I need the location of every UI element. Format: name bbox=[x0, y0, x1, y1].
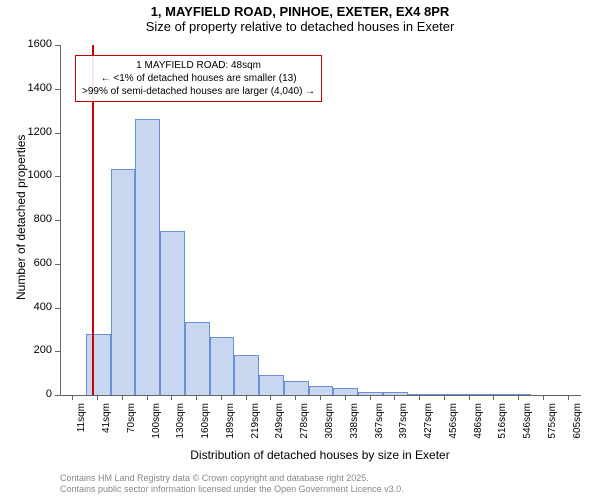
x-tick-mark bbox=[345, 395, 346, 400]
x-tick-mark bbox=[196, 395, 197, 400]
x-tick-mark bbox=[543, 395, 544, 400]
y-tick-label: 200 bbox=[34, 344, 52, 356]
histogram-bar bbox=[160, 231, 185, 395]
x-tick-label: 11sqm bbox=[76, 403, 87, 453]
y-tick-mark bbox=[55, 308, 60, 309]
annotation-line-3: >99% of semi-detached houses are larger … bbox=[82, 85, 315, 98]
y-tick-mark bbox=[55, 176, 60, 177]
histogram-bar bbox=[259, 375, 284, 395]
y-tick-label: 0 bbox=[46, 388, 52, 400]
y-tick-label: 1200 bbox=[28, 126, 52, 138]
histogram-bar bbox=[210, 337, 235, 395]
annotation-box: 1 MAYFIELD ROAD: 48sqm ← <1% of detached… bbox=[75, 55, 322, 102]
y-tick-label: 1000 bbox=[28, 169, 52, 181]
x-tick-mark bbox=[72, 395, 73, 400]
x-tick-mark bbox=[270, 395, 271, 400]
x-tick-mark bbox=[370, 395, 371, 400]
x-tick-mark bbox=[320, 395, 321, 400]
histogram-bar bbox=[457, 394, 482, 395]
x-tick-label: 605sqm bbox=[572, 403, 583, 453]
x-tick-label: 367sqm bbox=[374, 403, 385, 453]
y-tick-mark bbox=[55, 351, 60, 352]
x-tick-mark bbox=[295, 395, 296, 400]
y-tick-label: 800 bbox=[34, 213, 52, 225]
histogram-bar bbox=[309, 386, 334, 395]
histogram-bar bbox=[234, 355, 259, 395]
annotation-line-1: 1 MAYFIELD ROAD: 48sqm bbox=[82, 59, 315, 72]
x-tick-label: 575sqm bbox=[547, 403, 558, 453]
x-tick-mark bbox=[469, 395, 470, 400]
histogram-bar bbox=[111, 169, 136, 395]
y-tick-label: 1400 bbox=[28, 82, 52, 94]
y-tick-label: 1600 bbox=[28, 38, 52, 50]
footer-line-1: Contains HM Land Registry data © Crown c… bbox=[60, 473, 404, 485]
footer-attribution: Contains HM Land Registry data © Crown c… bbox=[60, 473, 404, 496]
chart-container: 1, MAYFIELD ROAD, PINHOE, EXETER, EX4 8P… bbox=[0, 0, 600, 500]
histogram-bar bbox=[284, 381, 309, 395]
y-tick-mark bbox=[55, 45, 60, 46]
y-axis-label: Number of detached properties bbox=[14, 135, 28, 300]
chart-title-main: 1, MAYFIELD ROAD, PINHOE, EXETER, EX4 8P… bbox=[0, 0, 600, 19]
x-tick-label: 397sqm bbox=[398, 403, 409, 453]
x-tick-label: 70sqm bbox=[126, 403, 137, 453]
y-tick-label: 400 bbox=[34, 301, 52, 313]
footer-line-2: Contains public sector information licen… bbox=[60, 484, 404, 496]
x-tick-label: 219sqm bbox=[250, 403, 261, 453]
x-tick-mark bbox=[147, 395, 148, 400]
x-tick-mark bbox=[246, 395, 247, 400]
x-tick-mark bbox=[419, 395, 420, 400]
x-tick-label: 189sqm bbox=[225, 403, 236, 453]
y-tick-mark bbox=[55, 133, 60, 134]
y-tick-mark bbox=[55, 264, 60, 265]
x-tick-label: 41sqm bbox=[101, 403, 112, 453]
annotation-line-2: ← <1% of detached houses are smaller (13… bbox=[82, 72, 315, 85]
histogram-bar bbox=[86, 334, 111, 395]
histogram-bar bbox=[333, 388, 358, 395]
y-tick-mark bbox=[55, 220, 60, 221]
x-tick-label: 160sqm bbox=[200, 403, 211, 453]
x-tick-label: 486sqm bbox=[473, 403, 484, 453]
x-tick-label: 100sqm bbox=[151, 403, 162, 453]
x-tick-label: 456sqm bbox=[448, 403, 459, 453]
chart-title-sub: Size of property relative to detached ho… bbox=[0, 19, 600, 38]
histogram-bar bbox=[358, 392, 383, 395]
x-tick-label: 249sqm bbox=[274, 403, 285, 453]
x-tick-label: 338sqm bbox=[349, 403, 360, 453]
x-tick-mark bbox=[394, 395, 395, 400]
x-tick-mark bbox=[221, 395, 222, 400]
x-tick-mark bbox=[122, 395, 123, 400]
x-tick-mark bbox=[97, 395, 98, 400]
x-tick-mark bbox=[171, 395, 172, 400]
y-tick-mark bbox=[55, 89, 60, 90]
x-tick-label: 516sqm bbox=[497, 403, 508, 453]
histogram-bar bbox=[432, 394, 457, 395]
x-tick-label: 308sqm bbox=[324, 403, 335, 453]
y-tick-label: 600 bbox=[34, 257, 52, 269]
y-tick-mark bbox=[55, 395, 60, 396]
x-tick-label: 427sqm bbox=[423, 403, 434, 453]
x-tick-label: 546sqm bbox=[522, 403, 533, 453]
x-tick-label: 278sqm bbox=[299, 403, 310, 453]
histogram-bar bbox=[135, 119, 160, 395]
x-tick-mark bbox=[518, 395, 519, 400]
x-tick-mark bbox=[493, 395, 494, 400]
histogram-bar bbox=[185, 322, 210, 395]
x-tick-mark bbox=[444, 395, 445, 400]
x-tick-label: 130sqm bbox=[175, 403, 186, 453]
x-tick-mark bbox=[568, 395, 569, 400]
